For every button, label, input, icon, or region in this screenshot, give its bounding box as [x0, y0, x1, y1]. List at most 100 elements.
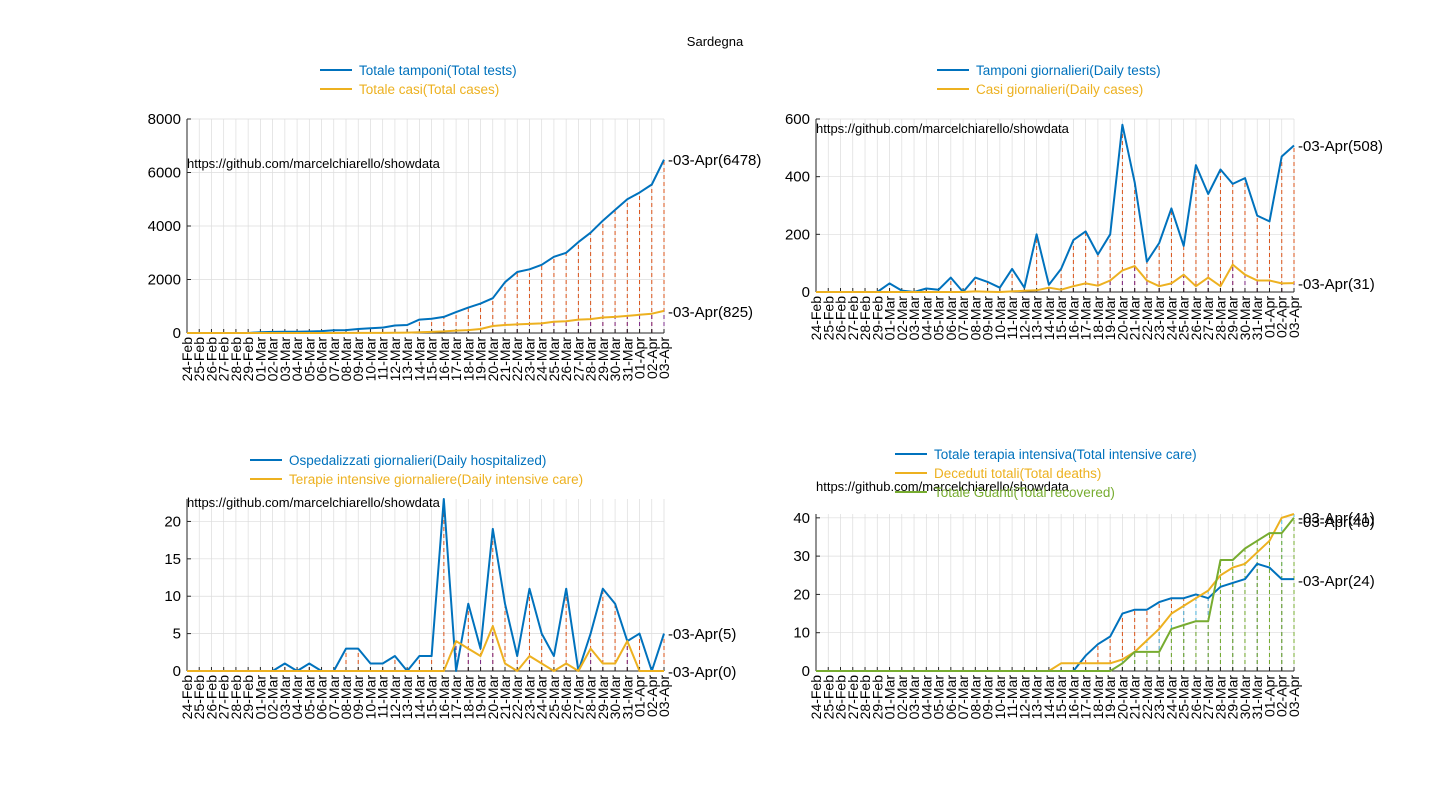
x-tick-label: 24-Mar — [534, 337, 550, 382]
end-annotation: -03-Apr(508) — [1298, 138, 1383, 155]
x-tick-label: 31-Mar — [619, 675, 635, 720]
y-tick-label: 0 — [173, 663, 181, 680]
x-tick-label: 20-Mar — [1114, 675, 1130, 720]
x-tick-label: 19-Mar — [473, 675, 489, 720]
y-tick-label: 6000 — [148, 165, 181, 182]
x-tick-label: 26-Feb — [833, 675, 849, 720]
x-tick-label: 09-Mar — [350, 675, 366, 720]
x-tick-label: 26-Mar — [558, 675, 574, 720]
legend-label: Totale casi(Total cases) — [359, 82, 499, 97]
x-tick-label: 20-Mar — [1114, 296, 1130, 341]
x-tick-label: 19-Mar — [473, 337, 489, 382]
x-tick-label: 28-Feb — [228, 675, 244, 720]
x-tick-label: 23-Mar — [521, 675, 537, 720]
x-tick-label: 22-Mar — [1139, 296, 1155, 341]
x-tick-label: 01-Mar — [252, 337, 268, 382]
end-annotation: -03-Apr(24) — [1298, 573, 1375, 590]
watermark-text: https://github.com/marcelchiarello/showd… — [816, 479, 1070, 494]
series-line-2 — [187, 625, 664, 672]
legend-label: Ospedalizzati giornalieri(Daily hospital… — [289, 453, 546, 468]
x-tick-label: 26-Feb — [203, 337, 219, 382]
x-tick-label: 12-Mar — [387, 337, 403, 382]
x-tick-label: 03-Apr — [1286, 675, 1302, 717]
x-tick-label: 02-Mar — [265, 337, 281, 382]
x-tick-label: 10-Mar — [362, 675, 378, 720]
watermark-text: https://github.com/marcelchiarello/showd… — [187, 156, 441, 171]
x-tick-label: 21-Mar — [497, 675, 513, 720]
x-tick-label: 28-Feb — [857, 675, 873, 720]
x-tick-label: 26-Mar — [1188, 675, 1204, 720]
end-annotation: -03-Apr(31) — [1298, 276, 1375, 293]
x-tick-label: 10-Mar — [992, 296, 1008, 341]
x-tick-label: 02-Apr — [644, 337, 660, 379]
x-tick-label: 27-Mar — [1200, 675, 1216, 720]
x-tick-label: 07-Mar — [326, 337, 342, 382]
x-tick-label: 17-Mar — [1078, 675, 1094, 720]
x-tick-label: 05-Mar — [301, 675, 317, 720]
x-tick-label: 30-Mar — [1237, 675, 1253, 720]
series-line-2 — [187, 309, 665, 334]
x-tick-label: 01-Apr — [1261, 296, 1277, 338]
series-line-3 — [816, 517, 1295, 672]
x-tick-label: 08-Mar — [967, 296, 983, 341]
x-tick-label: 11-Mar — [375, 675, 391, 719]
x-tick-label: 30-Mar — [607, 337, 623, 382]
x-tick-label: 29-Feb — [240, 675, 256, 720]
y-tick-label: 10 — [164, 588, 181, 605]
x-tick-label: 02-Mar — [265, 675, 281, 720]
x-tick-label: 25-Feb — [191, 337, 207, 382]
x-tick-label: 25-Mar — [1176, 296, 1192, 341]
x-tick-label: 11-Mar — [375, 337, 391, 381]
y-tick-label: 20 — [793, 586, 810, 603]
y-tick-label: 0 — [173, 325, 181, 342]
end-annotation: -03-Apr(825) — [668, 304, 753, 321]
x-tick-label: 03-Apr — [1286, 296, 1302, 338]
x-tick-label: 07-Mar — [955, 675, 971, 720]
x-tick-label: 22-Mar — [509, 337, 525, 382]
x-tick-label: 01-Mar — [882, 296, 898, 341]
x-tick-label: 05-Mar — [301, 337, 317, 382]
end-annotation: -03-Apr(5) — [668, 626, 736, 643]
x-tick-label: 02-Mar — [894, 675, 910, 720]
y-tick-label: 4000 — [148, 218, 181, 235]
y-tick-label: 8000 — [148, 111, 181, 128]
x-tick-label: 02-Apr — [644, 675, 660, 717]
x-tick-label: 17-Mar — [448, 675, 464, 720]
x-tick-label: 29-Mar — [1225, 675, 1241, 720]
x-tick-label: 30-Mar — [607, 675, 623, 720]
x-tick-label: 16-Mar — [1065, 296, 1081, 341]
x-tick-label: 24-Feb — [179, 337, 195, 382]
x-tick-label: 07-Mar — [955, 296, 971, 341]
x-tick-label: 08-Mar — [967, 675, 983, 720]
subplot-1: 0 2000 4000 6000 8000 24-Feb25-Feb26-Feb27-Fe… — [148, 63, 762, 381]
x-tick-label: 12-Mar — [387, 675, 403, 720]
x-tick-label: 29-Feb — [240, 337, 256, 382]
x-tick-label: 06-Mar — [314, 337, 330, 382]
x-tick-label: 23-Mar — [1151, 296, 1167, 341]
x-tick-label: 09-Mar — [350, 337, 366, 382]
y-tick-label: 30 — [793, 548, 810, 565]
x-tick-label: 03-Mar — [906, 296, 922, 341]
x-tick-label: 29-Feb — [869, 296, 885, 341]
x-tick-label: 06-Mar — [943, 296, 959, 341]
x-tick-label: 29-Mar — [595, 675, 611, 720]
x-tick-label: 01-Apr — [632, 675, 648, 717]
x-tick-label: 24-Mar — [534, 675, 550, 720]
x-tick-label: 11-Mar — [1004, 296, 1020, 340]
y-tick-label: 10 — [793, 625, 810, 642]
legend-label: Terapie intensive giornaliere(Daily inte… — [289, 472, 583, 487]
x-tick-label: 06-Mar — [943, 675, 959, 720]
x-tick-label: 14-Mar — [1041, 675, 1057, 720]
x-tick-label: 10-Mar — [362, 337, 378, 382]
x-tick-label: 02-Apr — [1274, 675, 1290, 717]
subplot-3: 0510152024-Feb25-Feb26-Feb27-Feb28-Feb29… — [164, 453, 736, 719]
x-tick-label: 27-Mar — [570, 675, 586, 720]
x-tick-label: 26-Mar — [558, 337, 574, 382]
x-tick-label: 03-Apr — [656, 337, 672, 379]
x-tick-label: 13-Mar — [1029, 675, 1045, 720]
x-tick-label: 22-Mar — [1139, 675, 1155, 720]
x-tick-label: 27-Mar — [570, 337, 586, 382]
x-tick-label: 24-Mar — [1163, 296, 1179, 341]
x-tick-label: 20-Mar — [485, 675, 501, 720]
x-tick-label: 29-Feb — [869, 675, 885, 720]
